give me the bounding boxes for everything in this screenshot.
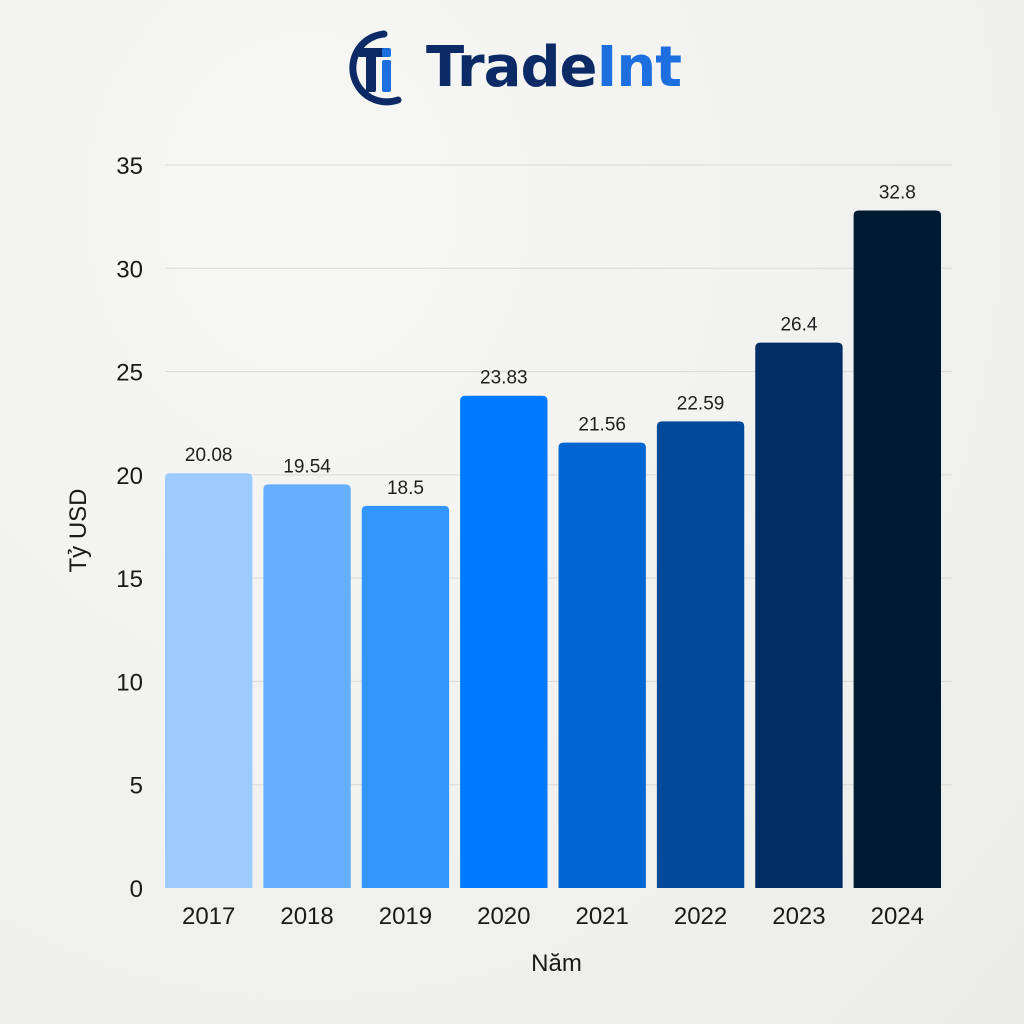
y-tick-label: 25 [116, 360, 143, 387]
bar-2019 [361, 505, 450, 888]
y-tick-label: 30 [116, 256, 143, 283]
y-tick-label: 35 [116, 153, 143, 180]
data-label-2019: 18.5 [387, 478, 424, 499]
brand-logo: TradeInt [338, 28, 682, 108]
y-tick-label: 0 [130, 876, 143, 903]
x-tick-label: 2020 [477, 903, 530, 930]
y-axis-title: Tỷ USD [65, 489, 92, 573]
x-tick-label: 2024 [871, 903, 924, 930]
data-label-2017: 20.08 [185, 445, 233, 466]
y-tick-label: 15 [116, 566, 143, 593]
y-tick-label: 10 [116, 669, 143, 696]
x-tick-label: 2022 [674, 903, 727, 930]
data-label-2021: 21.56 [578, 415, 626, 436]
data-label-2018: 19.54 [283, 456, 331, 477]
data-label-2022: 22.59 [677, 393, 725, 414]
brand-name-part2: Int [596, 35, 682, 100]
x-axis-ticks: 2017 2018 2019 2020 2021 2022 2023 2024 [182, 903, 924, 930]
y-tick-label: 5 [130, 773, 143, 800]
data-label-2020: 23.83 [480, 368, 528, 389]
bar-2024 [853, 210, 941, 889]
x-tick-label: 2017 [182, 903, 235, 930]
data-label-2023: 26.4 [780, 315, 817, 336]
bars [165, 210, 941, 889]
bar-2021 [558, 442, 646, 888]
bar-2022 [656, 421, 745, 888]
data-labels: 20.08 19.54 18.5 23.83 21.56 22.59 26.4 32.8 [185, 182, 916, 498]
bar-2017 [165, 473, 253, 888]
brand-name-part1: Trade [426, 35, 598, 100]
brand-wordmark: TradeInt [426, 40, 682, 96]
tradeint-ti-monogram-icon [349, 30, 402, 106]
x-tick-label: 2019 [379, 903, 432, 930]
data-label-2024: 32.8 [879, 182, 916, 203]
y-axis-ticks: 0 5 10 15 20 25 30 35 [116, 153, 143, 903]
bar-2018 [263, 484, 351, 888]
bar-2020 [460, 395, 548, 888]
x-tick-label: 2021 [575, 903, 628, 930]
y-tick-label: 20 [116, 463, 143, 490]
x-tick-label: 2023 [772, 903, 825, 930]
bar-2023 [755, 342, 843, 888]
x-axis-title: Năm [531, 950, 582, 977]
x-tick-label: 2018 [280, 903, 333, 930]
